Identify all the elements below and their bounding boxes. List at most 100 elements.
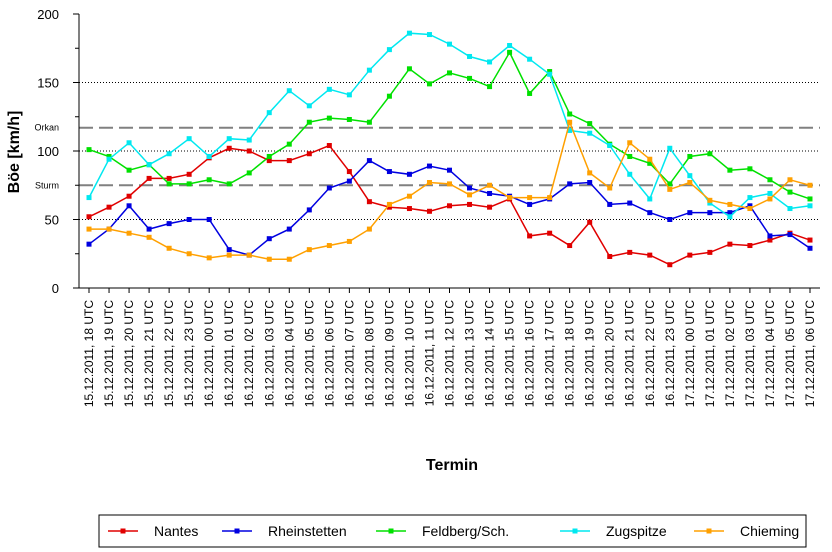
- data-point-rheinstetten: [386, 169, 392, 175]
- legend-marker-zugspitze: [572, 528, 578, 534]
- x-tick-label: 16.12.2011, 01 UTC: [222, 300, 236, 408]
- legend: Nantes Rheinstetten Feldberg/Sch. Zugspitze…: [98, 514, 807, 548]
- data-point-chieming: [527, 195, 533, 201]
- data-point-rheinstetten: [426, 163, 432, 169]
- data-point-chieming: [687, 180, 693, 186]
- data-point-feldberg-sch: [727, 167, 733, 173]
- x-tick-label: 16.12.2011, 10 UTC: [402, 300, 416, 408]
- data-point-chieming: [286, 256, 292, 262]
- x-tick-label: 16.12.2011, 18 UTC: [563, 300, 577, 408]
- data-point-feldberg-sch: [106, 153, 112, 159]
- data-point-feldberg-sch: [527, 90, 533, 96]
- data-point-zugspitze: [266, 110, 272, 116]
- data-point-rheinstetten: [647, 210, 653, 216]
- x-tick-label: 16.12.2011, 17 UTC: [543, 300, 557, 408]
- data-point-chieming: [186, 251, 192, 257]
- data-point-zugspitze: [687, 173, 693, 179]
- data-point-rheinstetten: [346, 178, 352, 184]
- data-point-zugspitze: [326, 86, 332, 92]
- data-point-feldberg-sch: [507, 49, 513, 55]
- x-tick-label: 16.12.2011, 07 UTC: [342, 300, 356, 408]
- legend-label-zugspitze: Zugspitze: [606, 523, 667, 539]
- data-point-chieming: [787, 177, 793, 183]
- x-tick-label: 16.12.2011, 06 UTC: [322, 300, 336, 408]
- data-point-feldberg-sch: [206, 177, 212, 183]
- data-point-chieming: [507, 195, 513, 201]
- x-tick-label: 16.12.2011, 21 UTC: [623, 300, 637, 408]
- data-point-zugspitze: [447, 41, 452, 47]
- data-point-zugspitze: [86, 195, 92, 201]
- data-point-feldberg-sch: [186, 181, 192, 187]
- x-tick-label: 16.12.2011, 22 UTC: [643, 300, 657, 408]
- data-point-chieming: [326, 243, 332, 249]
- x-axis-title: Termin: [426, 457, 478, 474]
- data-point-feldberg-sch: [767, 177, 773, 183]
- data-point-zugspitze: [346, 92, 352, 98]
- data-point-chieming: [206, 255, 212, 261]
- data-point-chieming: [627, 140, 633, 146]
- data-point-nantes: [687, 252, 693, 258]
- data-point-rheinstetten: [166, 221, 172, 227]
- legend-marker-feldberg-sch: [388, 528, 394, 534]
- legend-label-nantes: Nantes: [154, 523, 198, 539]
- data-point-chieming: [727, 201, 733, 207]
- legend-label-feldberg-sch: Feldberg/Sch.: [422, 523, 509, 539]
- data-point-chieming: [266, 256, 272, 262]
- data-point-nantes: [286, 158, 292, 164]
- data-point-rheinstetten: [587, 180, 593, 186]
- data-point-nantes: [106, 204, 112, 210]
- data-point-nantes: [426, 208, 432, 214]
- data-point-rheinstetten: [467, 185, 473, 191]
- data-point-nantes: [447, 203, 452, 209]
- data-point-feldberg-sch: [447, 70, 452, 76]
- data-point-feldberg-sch: [166, 181, 172, 187]
- x-tick-label: 17.12.2011, 01 UTC: [703, 300, 717, 408]
- data-point-rheinstetten: [186, 217, 192, 222]
- data-point-feldberg-sch: [366, 119, 372, 125]
- x-tick-label: 15.12.2011, 18 UTC: [82, 300, 96, 408]
- data-point-nantes: [487, 204, 493, 210]
- data-point-zugspitze: [286, 88, 292, 94]
- legend-label-chieming: Chieming: [740, 523, 799, 539]
- data-point-nantes: [126, 193, 132, 199]
- x-tick-label: 16.12.2011, 15 UTC: [503, 300, 517, 408]
- data-point-rheinstetten: [206, 217, 212, 222]
- data-point-chieming: [386, 201, 392, 207]
- data-point-feldberg-sch: [747, 166, 753, 172]
- data-point-chieming: [306, 247, 312, 253]
- data-point-rheinstetten: [567, 181, 573, 187]
- data-point-chieming: [166, 245, 172, 251]
- data-point-feldberg-sch: [787, 189, 793, 195]
- data-point-chieming: [106, 226, 112, 232]
- data-point-chieming: [587, 170, 593, 176]
- data-point-nantes: [547, 230, 553, 236]
- data-point-nantes: [146, 175, 152, 181]
- data-point-nantes: [346, 169, 352, 175]
- reference-label-sturm: Sturm: [35, 180, 59, 190]
- data-point-feldberg-sch: [567, 111, 573, 117]
- data-point-zugspitze: [767, 190, 773, 196]
- series-layer: [86, 30, 813, 268]
- x-tick-label: 16.12.2011, 08 UTC: [362, 300, 376, 408]
- data-point-zugspitze: [507, 43, 513, 49]
- data-point-feldberg-sch: [246, 170, 252, 176]
- data-point-zugspitze: [126, 140, 132, 146]
- data-point-nantes: [246, 148, 252, 154]
- data-point-feldberg-sch: [487, 84, 493, 90]
- x-tick-label: 17.12.2011, 05 UTC: [783, 300, 797, 408]
- data-point-feldberg-sch: [707, 151, 713, 157]
- data-point-chieming: [86, 226, 92, 232]
- data-point-nantes: [667, 262, 673, 268]
- data-point-rheinstetten: [787, 232, 793, 238]
- x-tick-label: 15.12.2011, 21 UTC: [142, 300, 156, 408]
- data-point-nantes: [747, 243, 753, 249]
- x-tick-label: 16.12.2011, 20 UTC: [603, 300, 617, 408]
- data-point-nantes: [86, 214, 92, 220]
- data-point-feldberg-sch: [807, 196, 813, 202]
- data-point-feldberg-sch: [667, 181, 673, 187]
- data-point-chieming: [807, 182, 813, 188]
- data-point-zugspitze: [727, 214, 733, 220]
- legend-marker-chieming: [706, 528, 712, 534]
- x-tick-label: 16.12.2011, 16 UTC: [523, 300, 537, 408]
- data-point-chieming: [667, 186, 673, 192]
